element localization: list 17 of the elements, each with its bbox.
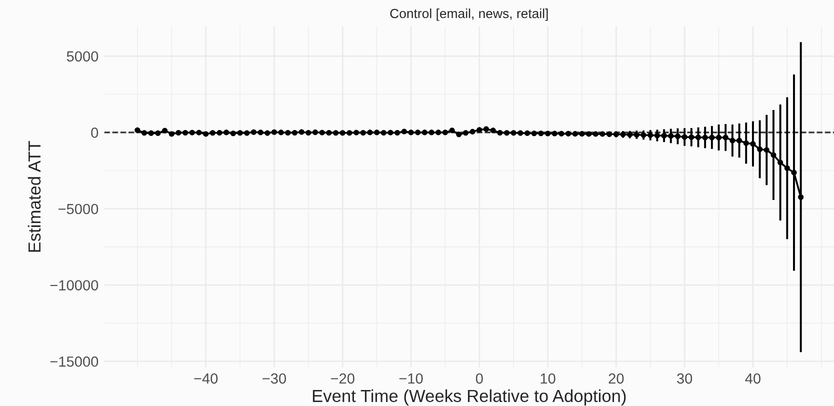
x-tick-label: 0 <box>476 373 483 384</box>
y-tick-label: −15000 <box>50 356 98 367</box>
x-tick-label: 40 <box>745 373 760 384</box>
y-tick-label: −10000 <box>50 280 98 290</box>
x-tick-label: 20 <box>608 373 624 384</box>
x-tick-label: −10 <box>399 373 423 384</box>
y-tick-label: −5000 <box>58 204 98 214</box>
x-tick-label: 10 <box>540 373 556 384</box>
x-tick-label: −40 <box>194 373 218 384</box>
x-tick-label: 30 <box>677 373 692 384</box>
x-axis-title: Event Time (Weeks Relative to Adoption) <box>312 389 626 406</box>
chart-title: Control [email, news, retail] <box>390 8 548 21</box>
y-tick-label: 5000 <box>66 51 98 62</box>
x-tick-label: −30 <box>262 373 286 384</box>
y-tick-label: 0 <box>91 128 98 138</box>
y-axis-title: Estimated ATT <box>28 141 41 252</box>
x-tick-label: −20 <box>330 373 354 384</box>
